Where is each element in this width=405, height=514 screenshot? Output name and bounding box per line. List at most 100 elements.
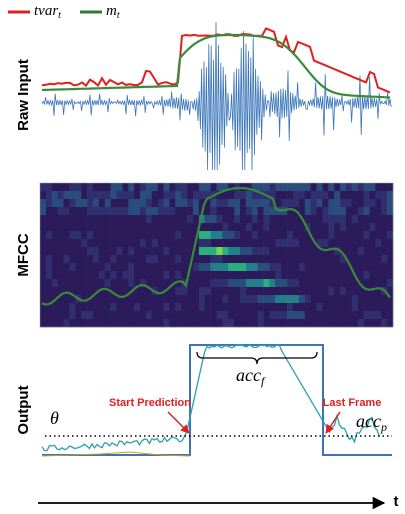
- mfcc-cell: [251, 271, 258, 280]
- baseline-curve: [41, 451, 191, 457]
- mfcc-cell: [328, 287, 335, 296]
- mfcc-cell: [198, 223, 206, 232]
- mfcc-cell: [287, 183, 294, 192]
- mfcc-cell: [145, 239, 153, 248]
- mfcc-cell: [69, 215, 76, 224]
- mfcc-cell: [98, 231, 105, 240]
- mfcc-cell: [151, 319, 158, 328]
- mfcc-cell: [98, 287, 105, 296]
- mfcc-cell: [269, 295, 276, 304]
- mfcc-cell: [387, 247, 394, 256]
- mfcc-cell: [134, 319, 141, 328]
- mfcc-cell: [169, 231, 176, 240]
- mfcc-cell: [140, 271, 147, 280]
- mfcc-cell: [151, 247, 158, 256]
- mfcc-cell: [287, 287, 294, 296]
- mfcc-cell: [263, 207, 270, 216]
- mfcc-cell: [40, 199, 47, 208]
- mfcc-cell: [140, 223, 147, 232]
- mfcc-cell: [345, 263, 353, 272]
- mfcc-cell: [269, 223, 276, 232]
- mfcc-cell: [345, 207, 353, 216]
- mfcc-cell: [363, 279, 370, 288]
- mfcc-cell: [375, 239, 382, 248]
- mfcc-cell: [45, 271, 53, 280]
- mfcc-cell: [281, 271, 288, 280]
- mfcc-cell: [345, 191, 353, 200]
- mfcc-cell: [169, 263, 176, 272]
- mfcc-cell: [334, 239, 341, 248]
- mfcc-cell: [169, 295, 176, 304]
- mfcc-cell: [275, 215, 282, 224]
- mfcc-cell: [240, 279, 247, 288]
- mfcc-cell: [310, 279, 317, 288]
- mfcc-cell: [345, 183, 353, 192]
- mfcc-cell: [381, 231, 388, 240]
- mfcc-cell: [287, 199, 294, 208]
- mfcc-cell: [163, 247, 170, 256]
- mfcc-cell: [140, 207, 147, 216]
- mfcc-cell: [110, 239, 117, 248]
- mfcc-cell: [104, 311, 111, 320]
- mfcc-cell: [57, 271, 64, 280]
- mfcc-cell: [45, 311, 53, 320]
- mfcc-cell: [175, 287, 182, 296]
- mfcc-cell: [104, 215, 111, 224]
- mfcc-cell: [269, 279, 276, 288]
- mfcc-cell: [163, 231, 170, 240]
- mfcc-cell: [87, 215, 94, 224]
- mfcc-cell: [263, 287, 270, 296]
- mfcc-cell: [193, 295, 200, 304]
- mfcc-cell: [269, 319, 276, 328]
- mfcc-cell: [328, 199, 335, 208]
- mfcc-cell: [240, 215, 247, 224]
- mfcc-cell: [263, 247, 270, 256]
- mfcc-cell: [363, 295, 370, 304]
- mfcc-cell: [234, 215, 241, 224]
- mfcc-cell: [369, 271, 376, 280]
- mfcc-cell: [340, 319, 347, 328]
- mfcc-cell: [45, 239, 53, 248]
- mfcc-cell: [240, 239, 247, 248]
- panel-label: Raw Input: [15, 59, 32, 131]
- mfcc-cell: [57, 319, 64, 328]
- mfcc-cell: [81, 295, 88, 304]
- mfcc-cell: [93, 319, 100, 328]
- mfcc-cell: [222, 287, 229, 296]
- mfcc-cell: [334, 183, 341, 192]
- mfcc-cell: [234, 239, 241, 248]
- mfcc-cell: [51, 279, 58, 288]
- mfcc-cell: [345, 311, 353, 320]
- mfcc-cell: [275, 279, 282, 288]
- mfcc-cell: [216, 199, 223, 208]
- mfcc-cell: [145, 223, 153, 232]
- mfcc-cell: [216, 223, 223, 232]
- mfcc-cell: [222, 295, 229, 304]
- mfcc-cell: [245, 303, 253, 312]
- mfcc-cell: [193, 279, 200, 288]
- mfcc-cell: [75, 223, 82, 232]
- mfcc-cell: [134, 303, 141, 312]
- mfcc-cell: [210, 303, 217, 312]
- last-frame-label: Last Frame: [323, 397, 382, 409]
- mfcc-cell: [104, 279, 111, 288]
- mfcc-cell: [334, 191, 341, 200]
- mfcc-cell: [81, 231, 88, 240]
- mfcc-cell: [369, 231, 376, 240]
- mfcc-cell: [116, 287, 123, 296]
- mfcc-cell: [281, 311, 288, 320]
- mfcc-cell: [369, 223, 376, 232]
- mfcc-cell: [210, 319, 217, 328]
- mfcc-cell: [381, 311, 388, 320]
- mfcc-cell: [116, 271, 123, 280]
- mfcc-cell: [257, 255, 264, 264]
- mfcc-cell: [304, 239, 311, 248]
- mfcc-cell: [198, 199, 206, 208]
- mfcc-cell: [216, 255, 223, 264]
- mfcc-cell: [93, 311, 100, 320]
- mfcc-cell: [375, 263, 382, 272]
- mfcc-cell: [45, 223, 53, 232]
- mfcc-cell: [128, 207, 135, 216]
- mfcc-cell: [157, 183, 164, 192]
- mfcc-cell: [357, 303, 364, 312]
